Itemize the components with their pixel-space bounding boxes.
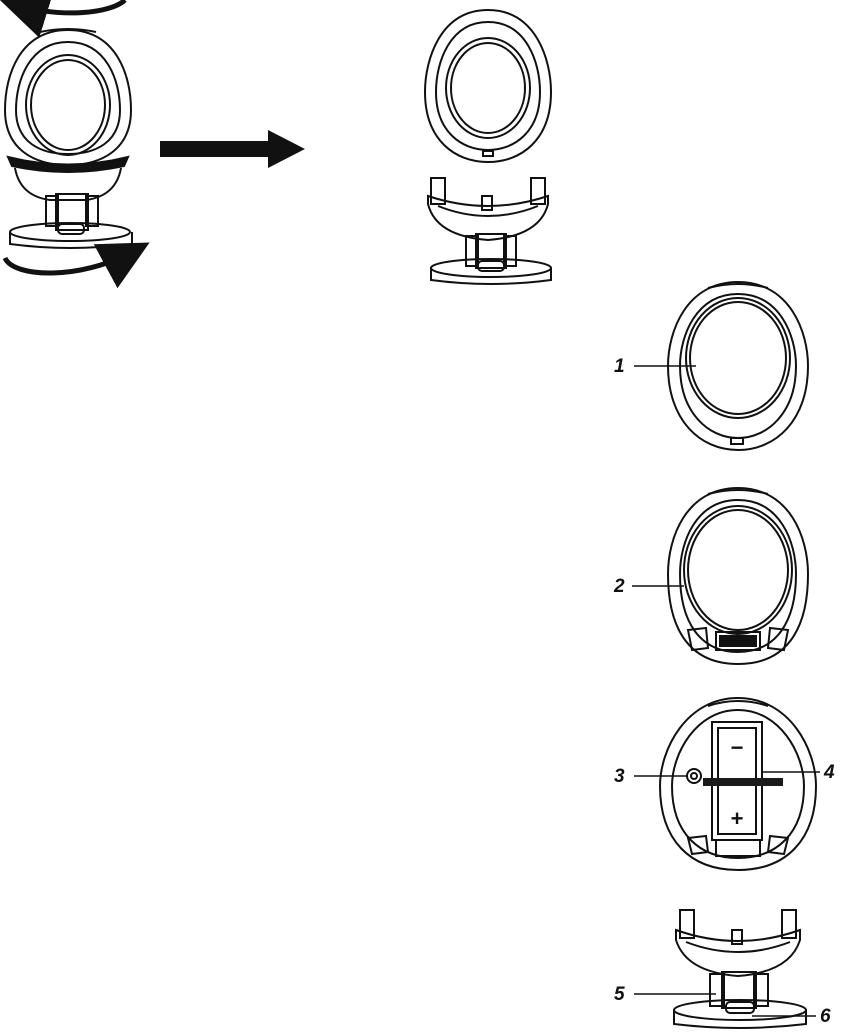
cradle <box>675 928 801 978</box>
back-cover <box>666 486 810 666</box>
callout-label-1: 1 <box>614 356 625 377</box>
battery-minus-symbol: − <box>731 735 744 760</box>
callout-label-4: 4 <box>823 762 835 783</box>
rotate-arrow-icon <box>0 0 127 38</box>
separated-device <box>423 8 553 285</box>
device-head <box>3 28 133 167</box>
callout-label-3: 3 <box>614 766 625 787</box>
callout-label-5: 5 <box>614 984 625 1005</box>
callout-label-6: 6 <box>820 1006 831 1027</box>
rotate-arrow-icon <box>2 242 150 289</box>
assembled-device <box>0 0 150 289</box>
reset-button <box>686 768 702 784</box>
callout-label-2: 2 <box>613 576 625 597</box>
front-cover <box>666 280 810 452</box>
battery-plus-symbol: + <box>731 806 744 831</box>
stand <box>673 909 807 1029</box>
battery-compartment: − + <box>658 696 818 872</box>
direction-arrow-icon <box>160 130 305 168</box>
device-head <box>423 8 553 164</box>
